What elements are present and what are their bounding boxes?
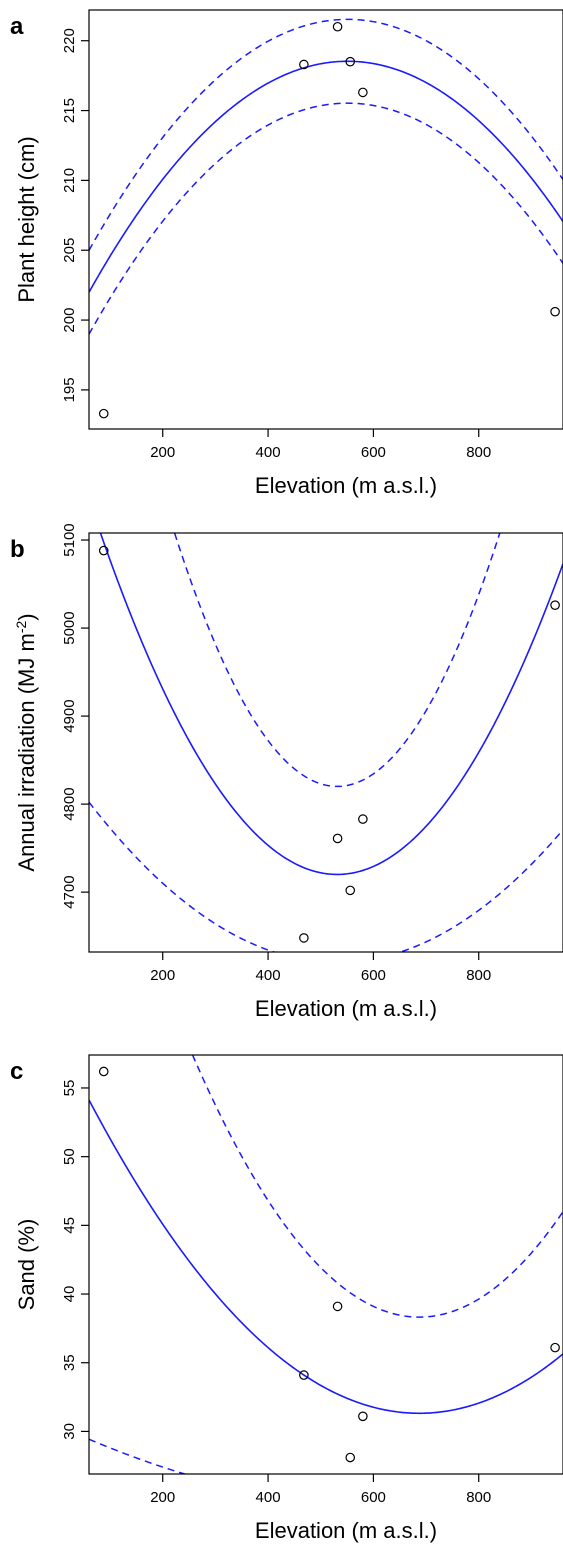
y-tick-label-205: 205 bbox=[61, 238, 78, 263]
confidence-band-lower bbox=[89, 801, 563, 952]
data-point-4 bbox=[345, 1452, 356, 1463]
y-tick-label-4700: 4700 bbox=[61, 875, 78, 908]
y-axis-label-text: Plant height (cm) bbox=[14, 136, 39, 302]
data-point-5 bbox=[358, 87, 368, 98]
data-point-6 bbox=[550, 1342, 560, 1353]
data-point-5 bbox=[358, 814, 368, 824]
data-point-4 bbox=[345, 56, 356, 67]
panel-label-b: b bbox=[10, 536, 25, 563]
plot-frame bbox=[88, 9, 563, 430]
x-tick-label-400: 400 bbox=[256, 967, 281, 984]
x-tick-label-200: 200 bbox=[150, 1489, 175, 1506]
x-tick-label-200: 200 bbox=[150, 967, 175, 984]
y-axis-label: Plant height (cm) bbox=[14, 136, 39, 302]
y-tick-label-40: 40 bbox=[61, 1286, 78, 1303]
y-tick-label-55: 55 bbox=[61, 1080, 78, 1097]
x-tick-label-800: 800 bbox=[466, 1489, 491, 1506]
plot-frame bbox=[88, 532, 563, 953]
confidence-band-upper bbox=[191, 1055, 563, 1318]
y-tick-label-215: 215 bbox=[61, 98, 78, 123]
y-axis-label-suffix: ) bbox=[14, 613, 39, 620]
y-tick-label-50: 50 bbox=[61, 1148, 78, 1165]
y-axis-label-text: Annual irradiation (MJ m bbox=[14, 633, 39, 871]
panel-a-curves bbox=[89, 18, 563, 335]
confidence-band-upper bbox=[89, 18, 563, 251]
confidence-band-upper bbox=[173, 533, 501, 788]
panel-a: a 200 400 600 800 195 200 205 210 215 220 Elevation… bbox=[10, 9, 563, 498]
fit-line bbox=[89, 60, 563, 293]
x-tick-label-600: 600 bbox=[361, 444, 386, 461]
x-tick-label-600: 600 bbox=[361, 1489, 386, 1506]
y-axis-label: Sand (%) bbox=[14, 1219, 39, 1311]
data-point-3 bbox=[332, 833, 343, 844]
panel-c-curves bbox=[89, 1055, 563, 1474]
data-point-2 bbox=[299, 933, 309, 943]
y-axis-label-text: Sand (%) bbox=[14, 1219, 39, 1311]
panel-b-curves bbox=[89, 533, 563, 952]
data-point-2 bbox=[299, 1370, 309, 1380]
plot-frame bbox=[88, 1054, 563, 1475]
y-tick-label-195: 195 bbox=[61, 377, 78, 402]
x-tick-label-800: 800 bbox=[466, 444, 491, 461]
y-tick-label-4800: 4800 bbox=[61, 787, 78, 820]
data-point-5 bbox=[358, 1411, 368, 1422]
y-tick-label-5100: 5100 bbox=[61, 523, 78, 556]
data-point-1 bbox=[98, 1066, 109, 1077]
y-tick-label-30: 30 bbox=[61, 1423, 78, 1440]
panel-c: c 200 400 600 800 30 35 40 45 50 55 Elevation (m a.… bbox=[10, 1054, 563, 1543]
y-tick-label-45: 45 bbox=[61, 1217, 78, 1234]
x-tick-label-400: 400 bbox=[256, 1489, 281, 1506]
y-tick-label-35: 35 bbox=[61, 1354, 78, 1371]
panel-label-c: c bbox=[10, 1058, 23, 1085]
confidence-band-lower bbox=[89, 102, 563, 335]
fit-line bbox=[89, 1099, 563, 1415]
data-point-4 bbox=[345, 885, 356, 896]
y-tick-label-5000: 5000 bbox=[61, 611, 78, 644]
data-point-2 bbox=[299, 59, 309, 70]
data-point-3 bbox=[332, 21, 343, 32]
x-tick-label-400: 400 bbox=[256, 444, 281, 461]
x-axis-label: Elevation (m a.s.l.) bbox=[255, 1518, 437, 1543]
x-tick-label-600: 600 bbox=[361, 967, 386, 984]
confidence-band-lower bbox=[89, 1438, 188, 1474]
x-tick-label-800: 800 bbox=[466, 967, 491, 984]
y-tick-label-4900: 4900 bbox=[61, 699, 78, 732]
panel-b: b 200 400 600 800 4700 4800 4900 5000 5100 Elevati… bbox=[10, 523, 563, 1021]
y-tick-label-210: 210 bbox=[61, 168, 78, 193]
x-axis-label: Elevation (m a.s.l.) bbox=[255, 473, 437, 498]
data-point-3 bbox=[332, 1301, 343, 1312]
data-point-1 bbox=[98, 408, 109, 419]
panel-label-a: a bbox=[10, 13, 24, 40]
y-tick-label-200: 200 bbox=[61, 308, 78, 333]
y-tick-label-220: 220 bbox=[61, 28, 78, 53]
data-point-1 bbox=[98, 545, 109, 556]
x-tick-label-200: 200 bbox=[150, 444, 175, 461]
x-axis-label: Elevation (m a.s.l.) bbox=[255, 996, 437, 1021]
fit-line bbox=[99, 533, 563, 876]
y-axis-label-superscript: -2 bbox=[13, 621, 29, 634]
data-point-6 bbox=[550, 306, 560, 317]
y-axis-label: Annual irradiation (MJ m-2) bbox=[13, 613, 39, 871]
data-point-6 bbox=[550, 600, 560, 610]
